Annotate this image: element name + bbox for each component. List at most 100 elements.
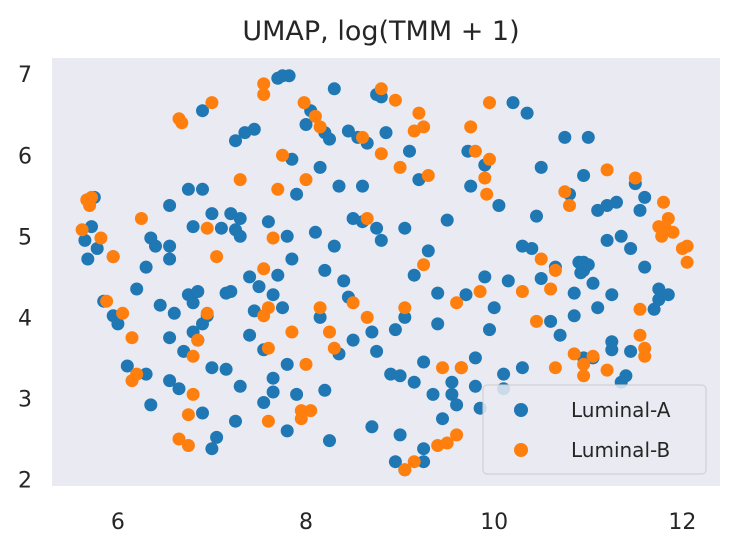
data-point-luminal-a: [567, 286, 581, 300]
data-point-luminal-b: [257, 77, 271, 91]
data-point-luminal-a: [534, 160, 548, 174]
data-point-luminal-a: [111, 317, 125, 331]
data-point-luminal-a: [149, 239, 162, 253]
data-point-luminal-b: [628, 171, 642, 185]
data-point-luminal-a: [605, 343, 619, 357]
y-tick-label: 2: [18, 469, 32, 494]
data-point-luminal-a: [403, 144, 416, 158]
data-point-luminal-a: [450, 398, 464, 412]
data-point-luminal-a: [426, 387, 440, 401]
data-point-luminal-a: [506, 96, 520, 110]
y-tick-label: 5: [18, 225, 32, 250]
data-point-luminal-a: [581, 130, 595, 144]
data-point-luminal-b: [680, 239, 694, 253]
data-point-luminal-a: [379, 126, 393, 140]
data-point-luminal-a: [365, 325, 379, 339]
data-point-luminal-b: [308, 109, 322, 123]
data-point-luminal-b: [450, 296, 464, 310]
data-point-luminal-a: [313, 310, 327, 324]
data-point-luminal-a: [497, 367, 511, 381]
data-point-luminal-a: [144, 398, 158, 412]
data-point-luminal-a: [515, 361, 529, 375]
data-point-luminal-a: [247, 122, 261, 136]
data-point-luminal-a: [205, 442, 219, 456]
y-axis-ticks: 2 3 4 5 6 7: [18, 63, 32, 493]
data-point-luminal-a: [398, 310, 412, 324]
data-point-luminal-b: [680, 255, 694, 269]
data-point-luminal-a: [619, 369, 633, 383]
data-point-luminal-a: [483, 323, 496, 337]
data-point-luminal-a: [139, 367, 153, 381]
data-point-luminal-a: [520, 106, 534, 120]
data-point-luminal-a: [186, 220, 200, 234]
data-point-luminal-a: [492, 199, 506, 212]
data-point-luminal-b: [210, 250, 224, 264]
data-point-luminal-a: [163, 239, 177, 253]
data-point-luminal-a: [139, 260, 153, 274]
data-point-luminal-a: [90, 242, 104, 255]
data-point-luminal-b: [454, 361, 468, 375]
data-point-luminal-a: [196, 182, 209, 196]
data-point-luminal-a: [407, 375, 421, 389]
data-point-luminal-a: [205, 207, 219, 221]
data-point-luminal-a: [370, 344, 384, 358]
data-point-luminal-a: [280, 229, 294, 243]
data-point-luminal-b: [661, 212, 675, 225]
data-point-luminal-a: [661, 288, 675, 302]
data-point-luminal-a: [417, 442, 431, 456]
data-point-luminal-b: [200, 221, 214, 235]
data-point-luminal-a: [393, 369, 407, 383]
data-point-luminal-a: [186, 296, 200, 310]
data-point-luminal-b: [374, 82, 388, 96]
data-point-luminal-b: [450, 428, 464, 442]
data-point-luminal-b: [257, 88, 271, 101]
data-point-luminal-a: [214, 221, 228, 235]
scatter-points: [75, 69, 694, 477]
data-point-luminal-b: [233, 173, 247, 187]
data-point-luminal-b: [181, 439, 195, 452]
data-point-luminal-b: [175, 116, 189, 130]
data-point-luminal-a: [81, 252, 95, 266]
data-point-luminal-b: [398, 301, 412, 315]
data-point-luminal-b: [567, 347, 581, 361]
data-point-luminal-b: [666, 225, 680, 239]
chart-title: UMAP, log(TMM + 1): [242, 16, 519, 47]
data-point-luminal-a: [388, 323, 402, 337]
data-point-luminal-a: [633, 203, 647, 217]
data-point-luminal-b: [468, 144, 482, 158]
data-point-luminal-a: [487, 301, 501, 315]
data-point-luminal-a: [459, 288, 473, 302]
legend-label-luminal-b: Luminal-B: [571, 438, 670, 462]
data-point-luminal-b: [313, 120, 327, 134]
data-point-luminal-b: [346, 296, 360, 310]
data-point-luminal-a: [219, 362, 233, 376]
data-point-luminal-a: [266, 385, 280, 399]
data-point-luminal-a: [308, 225, 322, 239]
data-point-luminal-a: [605, 288, 619, 302]
data-point-luminal-a: [271, 268, 285, 282]
data-point-luminal-a: [280, 357, 294, 371]
data-point-luminal-b: [304, 404, 318, 418]
data-point-luminal-a: [290, 387, 304, 401]
legend-label-luminal-a: Luminal-A: [571, 398, 671, 422]
data-point-luminal-b: [271, 182, 285, 196]
data-point-luminal-b: [586, 349, 600, 363]
data-point-luminal-a: [600, 233, 614, 247]
data-point-luminal-a: [181, 182, 195, 196]
data-point-luminal-b: [440, 436, 454, 450]
data-point-luminal-b: [600, 163, 614, 177]
data-point-luminal-a: [233, 229, 247, 243]
data-point-luminal-b: [186, 349, 200, 363]
data-point-luminal-a: [327, 82, 341, 96]
data-point-luminal-a: [337, 274, 351, 288]
data-point-luminal-b: [633, 328, 647, 342]
data-point-luminal-a: [586, 276, 600, 290]
data-point-luminal-a: [445, 375, 459, 389]
legend-marker-luminal-b: [514, 443, 528, 457]
data-point-luminal-a: [614, 229, 628, 243]
y-tick-label: 6: [18, 144, 32, 169]
data-point-luminal-b: [186, 387, 200, 401]
data-point-luminal-b: [323, 325, 336, 339]
data-point-luminal-b: [297, 96, 311, 110]
